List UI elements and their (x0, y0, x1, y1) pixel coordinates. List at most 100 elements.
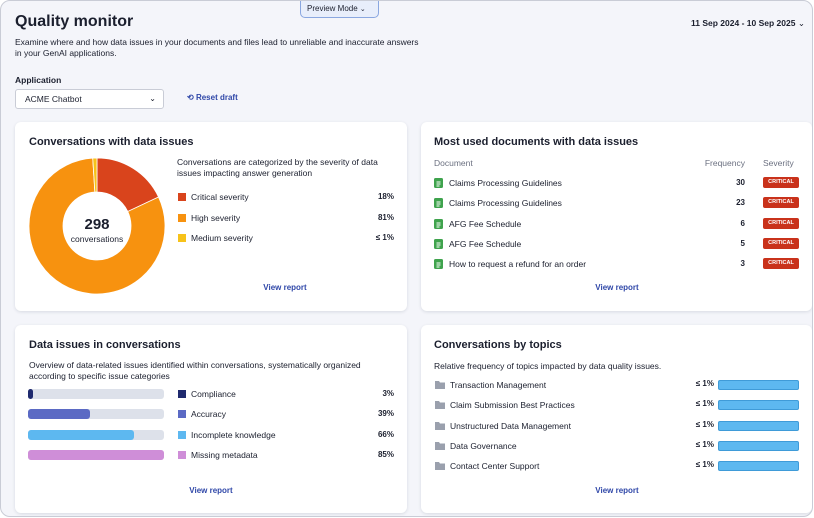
topic-value: ≤ 1% (695, 439, 714, 449)
documents-card: Most used documents with data issues Doc… (421, 122, 812, 311)
document-frequency: 6 (740, 218, 745, 228)
folder-icon (435, 462, 445, 471)
folder-icon (435, 421, 445, 430)
donut-total: 298 (84, 216, 110, 233)
doc-icon (434, 218, 443, 229)
topic-name: Claim Submission Best Practices (450, 400, 575, 411)
doc-icon-lines (436, 201, 441, 207)
doc-icon-body (434, 178, 443, 188)
bar (718, 400, 799, 411)
donut-chart (28, 157, 166, 295)
document-frequency: 3 (740, 259, 745, 269)
legend-swatch (178, 430, 186, 439)
app-select[interactable]: ACME Chatbot ⌄ (15, 89, 164, 109)
legend-swatch (178, 234, 186, 242)
preview-mode[interactable]: Preview Mode ⌄ (300, 1, 379, 18)
legend-value: ≤ 1% (375, 233, 394, 242)
severity-card: Conversations with data issues 298 conve… (15, 122, 407, 311)
bar (28, 450, 164, 461)
card-title: Data issues in conversations (29, 339, 181, 351)
document-name: How to request a refund for an order (449, 259, 587, 270)
legend-label: High severity (191, 212, 241, 223)
document-frequency: 30 (736, 178, 745, 187)
donut-segment (28, 157, 166, 295)
severity-badge: CRITICAL (763, 258, 799, 270)
doc-icon (434, 178, 443, 188)
folder-icon (435, 401, 445, 410)
legend-label: Compliance (191, 389, 236, 399)
legend-label: Accuracy (191, 409, 226, 420)
bar (28, 389, 33, 399)
view-report[interactable]: View report (263, 283, 307, 292)
folder-shape (435, 421, 445, 430)
bar (28, 429, 134, 440)
issues-card: Data issues in conversations Overview of… (15, 325, 407, 513)
legend-value: 18% (377, 192, 394, 201)
bar (28, 409, 91, 420)
document-name: Claims Processing Guidelines (449, 178, 562, 188)
legend-label: Incomplete knowledge (191, 429, 276, 440)
topic-name: Contact Center Support (450, 461, 540, 472)
legend-swatch (178, 390, 186, 398)
severity-badge: CRITICAL (763, 197, 799, 209)
page-title: Quality monitor (15, 13, 134, 30)
view-report[interactable]: View report (189, 486, 233, 495)
reset-draft[interactable]: ⟲ Reset draft (187, 93, 238, 102)
topic-name: Data Governance (450, 440, 517, 451)
legend-value: 85% (377, 450, 394, 460)
topic-value: ≤ 1% (695, 460, 714, 470)
severity-badge: CRITICAL (763, 237, 799, 249)
document-name: Claims Processing Guidelines (449, 198, 562, 209)
card-title: Most used documents with data issues (434, 136, 639, 148)
preview-label: Preview Mode (307, 4, 358, 13)
doc-icon-lines (436, 262, 441, 268)
topics-card: Conversations by topics Relative frequen… (421, 325, 812, 513)
folder-shape (435, 401, 445, 410)
reset-text: Reset draft (195, 93, 238, 102)
document-name: AFG Fee Schedule (449, 238, 522, 249)
column-header: Severity (763, 158, 794, 168)
topic-name: Transaction Management (450, 380, 547, 390)
folder-shape (435, 462, 445, 471)
topic-value: ≤ 1% (695, 399, 714, 409)
legend-swatch (178, 213, 186, 222)
folder-icon (435, 381, 445, 389)
legend-swatch (178, 193, 186, 201)
doc-icon (434, 259, 443, 270)
doc-icon (434, 238, 443, 249)
bar (718, 380, 799, 390)
date-text: 11 Sep 2024 - 10 Sep 2025 (691, 18, 796, 28)
legend-value: 39% (377, 409, 394, 419)
legend-value: 3% (382, 389, 394, 398)
legend-label: Missing metadata (191, 450, 258, 461)
doc-icon-lines (436, 222, 441, 228)
topic-name: Unstructured Data Management (450, 420, 571, 431)
view-report[interactable]: View report (595, 283, 639, 292)
bar (718, 420, 799, 431)
folder-shape (435, 441, 445, 450)
bar (718, 461, 799, 472)
doc-icon-body (434, 218, 443, 229)
bar-track (28, 409, 164, 420)
doc-icon-body (434, 198, 443, 209)
doc-icon-body (434, 259, 443, 270)
date-range[interactable]: 11 Sep 2024 - 10 Sep 2025 ⌄ (691, 18, 805, 28)
card-description: Relative frequency of topics impacted by… (434, 361, 662, 371)
app-value: ACME Chatbot (25, 94, 82, 104)
doc-icon-lines (436, 242, 441, 248)
legend-value: 66% (377, 429, 394, 439)
card-description: Conversations are categorized by the sev… (177, 157, 378, 178)
doc-icon-body (434, 238, 443, 249)
folder-shape (435, 381, 445, 389)
legend-swatch (178, 410, 186, 419)
topic-value: ≤ 1% (695, 379, 714, 388)
donut-total-label: conversations (70, 234, 124, 244)
legend-label: Critical severity (191, 192, 249, 202)
card-title: Conversations with data issues (29, 136, 194, 148)
legend-swatch (178, 451, 186, 460)
view-report[interactable]: View report (595, 486, 639, 495)
document-name: AFG Fee Schedule (449, 218, 522, 229)
donut-segment (92, 157, 98, 193)
severity-badge: CRITICAL (763, 177, 799, 188)
